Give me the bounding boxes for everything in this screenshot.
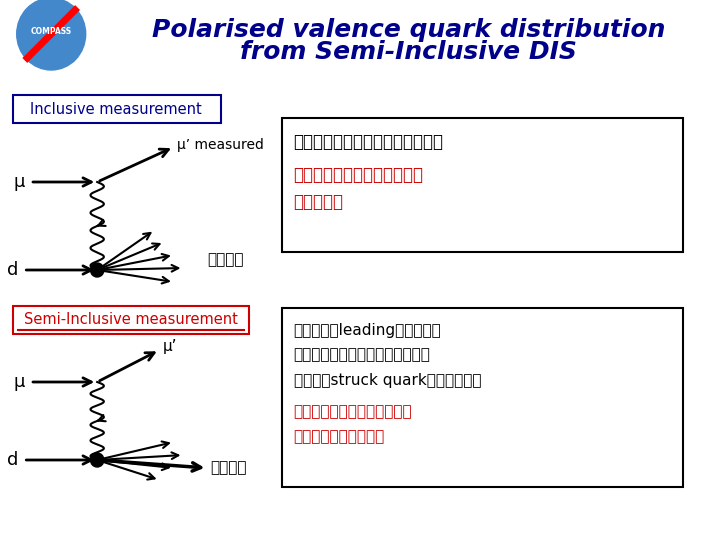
Circle shape [17,0,86,70]
Text: 導き出して測定する: 導き出して測定する [294,429,384,444]
FancyBboxPatch shape [282,118,683,252]
FancyBboxPatch shape [282,308,683,487]
Circle shape [91,263,104,277]
Text: COMPASS: COMPASS [31,28,72,37]
Text: 測定する: 測定する [294,193,343,211]
Text: μ’ measured: μ’ measured [176,138,264,152]
Text: μ: μ [14,173,25,191]
Text: from Semi-Inclusive DIS: from Semi-Inclusive DIS [240,40,577,64]
Text: 特定する: 特定する [210,461,247,476]
Circle shape [91,453,104,467]
Text: －＞バレンスクォーク分布を: －＞バレンスクォーク分布を [294,404,412,420]
Text: Inclusive measurement: Inclusive measurement [30,102,202,117]
Text: d: d [7,261,19,279]
Text: d: d [7,451,19,469]
Text: －＞すべてのクォーク分布を: －＞すべてのクォーク分布を [294,166,423,184]
Text: μ: μ [14,373,25,391]
Text: Polarised valence quark distribution: Polarised valence quark distribution [152,18,665,42]
Text: 特定せず: 特定せず [207,253,244,267]
Text: Semi-Inclusive measurement: Semi-Inclusive measurement [24,313,238,327]
Text: 電荷が正か、負かを特定すること: 電荷が正か、負かを特定すること [294,348,431,362]
Text: 生成されたleadingハドロンの: 生成されたleadingハドロンの [294,322,441,338]
Text: μ’: μ’ [162,340,177,354]
Text: 生成されたハドロンを特定しない: 生成されたハドロンを特定しない [294,133,444,151]
FancyBboxPatch shape [13,95,221,123]
FancyBboxPatch shape [13,306,249,334]
Text: でもとのstruck quarkのを区別する: でもとのstruck quarkのを区別する [294,373,481,388]
